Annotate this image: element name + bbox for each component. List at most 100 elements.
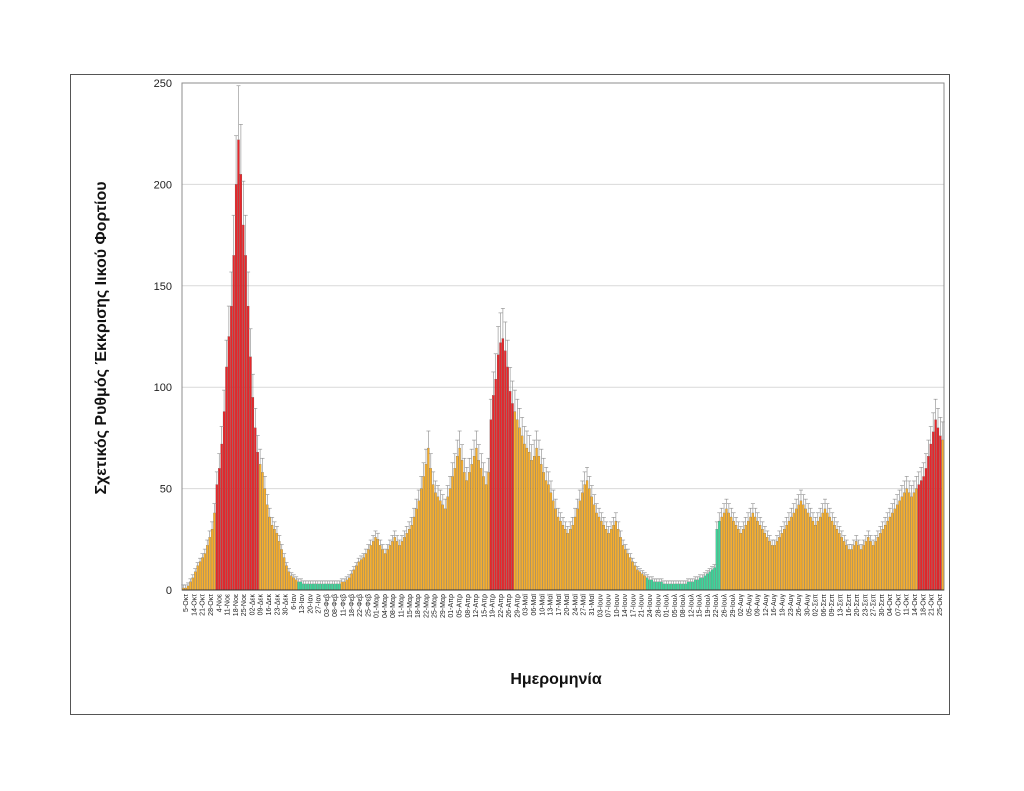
bar: [847, 549, 851, 591]
bar: [871, 545, 875, 591]
bar: [518, 427, 521, 591]
x-tick-label: 24-Μαϊ: [572, 594, 579, 616]
bar: [504, 350, 507, 591]
bar: [367, 549, 370, 591]
bar: [908, 492, 911, 591]
bar: [492, 395, 495, 591]
bar: [756, 520, 759, 591]
bar: [299, 581, 303, 591]
bar: [840, 537, 843, 591]
bar: [677, 583, 680, 591]
bar: [227, 336, 230, 591]
bar: [458, 447, 461, 591]
bar: [347, 577, 351, 591]
bar: [506, 366, 509, 591]
bar: [376, 539, 380, 591]
bar: [533, 456, 536, 591]
x-tick-label: 02-Δεκ: [249, 594, 256, 616]
bar: [833, 525, 836, 591]
bar: [835, 529, 839, 591]
bar: [345, 579, 348, 591]
bar: [667, 583, 670, 591]
bar: [763, 533, 767, 591]
bar: [643, 575, 646, 591]
x-tick-label: 30-Αυγ: [804, 594, 811, 617]
bar: [706, 573, 709, 591]
bar: [917, 484, 920, 591]
bar: [888, 516, 892, 591]
bar: [922, 476, 925, 591]
bar: [874, 541, 877, 591]
bar: [689, 581, 692, 591]
x-tick-label: 23-Δεκ: [274, 594, 281, 616]
x-tick-label: 15-Απρ: [481, 594, 488, 618]
x-tick-label: 14-Οκτ: [912, 594, 919, 616]
bar: [230, 305, 233, 591]
bar: [198, 561, 202, 591]
x-tick-label: 26-Αυγ: [796, 594, 803, 617]
bar: [881, 529, 884, 591]
x-tick-label: 17-Ιουν: [630, 594, 637, 618]
x-tick-label: 22-Μαρ: [423, 594, 430, 618]
x-tick-label: 20-Ιαν: [307, 594, 314, 614]
bar: [590, 496, 593, 591]
bar: [852, 545, 855, 591]
bar: [626, 553, 630, 591]
bar: [722, 512, 726, 591]
x-tick-label: 13-Ιαν: [299, 594, 306, 614]
bar: [225, 366, 228, 591]
bar: [412, 516, 416, 591]
bar: [292, 577, 295, 591]
bar: [617, 529, 620, 591]
bar: [234, 184, 238, 591]
bar: [434, 492, 437, 591]
bar: [513, 411, 517, 591]
x-tick-label: 5-Οκτ: [183, 594, 190, 612]
bar: [864, 541, 867, 591]
x-tick-label: 13-Μαϊ: [548, 594, 555, 616]
bar: [641, 573, 644, 591]
bar: [388, 545, 392, 591]
x-tick-label: 23-Σεπ: [862, 594, 869, 617]
bar: [278, 541, 281, 591]
x-tick-label: 19-Απρ: [490, 594, 497, 618]
bar: [672, 583, 675, 591]
bar: [807, 512, 810, 591]
x-tick-label: 08-Ιουλ: [680, 594, 687, 618]
bar: [694, 579, 697, 591]
bar: [816, 520, 819, 591]
bar: [408, 529, 411, 591]
bar: [331, 583, 334, 591]
bar: [350, 573, 353, 591]
bar: [662, 583, 666, 591]
x-tick-label: 01-Απρ: [448, 594, 455, 618]
bar: [876, 537, 880, 591]
bar: [823, 508, 827, 591]
bar: [352, 569, 355, 591]
x-tick-label: 18-Φεβ: [349, 594, 356, 617]
bar: [400, 541, 404, 591]
x-tick-label: 12-Απρ: [473, 594, 480, 618]
bar: [811, 520, 815, 591]
bar: [710, 569, 714, 591]
bar: [573, 516, 577, 591]
bar: [682, 583, 685, 591]
bar: [422, 476, 425, 591]
bar: [629, 557, 632, 591]
bar: [456, 456, 459, 591]
bar: [537, 456, 541, 591]
y-tick-label: 200: [154, 179, 172, 191]
x-tick-label: 04-Μαρ: [382, 594, 389, 618]
bar: [900, 496, 904, 591]
bar: [501, 338, 505, 591]
bar: [415, 508, 418, 591]
x-tick-label: 27-Ιαν: [316, 594, 323, 614]
x-tick-label: 19-Αυγ: [779, 594, 786, 617]
bar: [609, 529, 613, 591]
y-tick-label: 150: [154, 281, 172, 293]
bar: [578, 500, 581, 591]
bar: [593, 504, 596, 591]
bar: [715, 529, 718, 591]
bar: [754, 516, 757, 591]
x-tick-label: 05-Αυγ: [746, 594, 753, 617]
